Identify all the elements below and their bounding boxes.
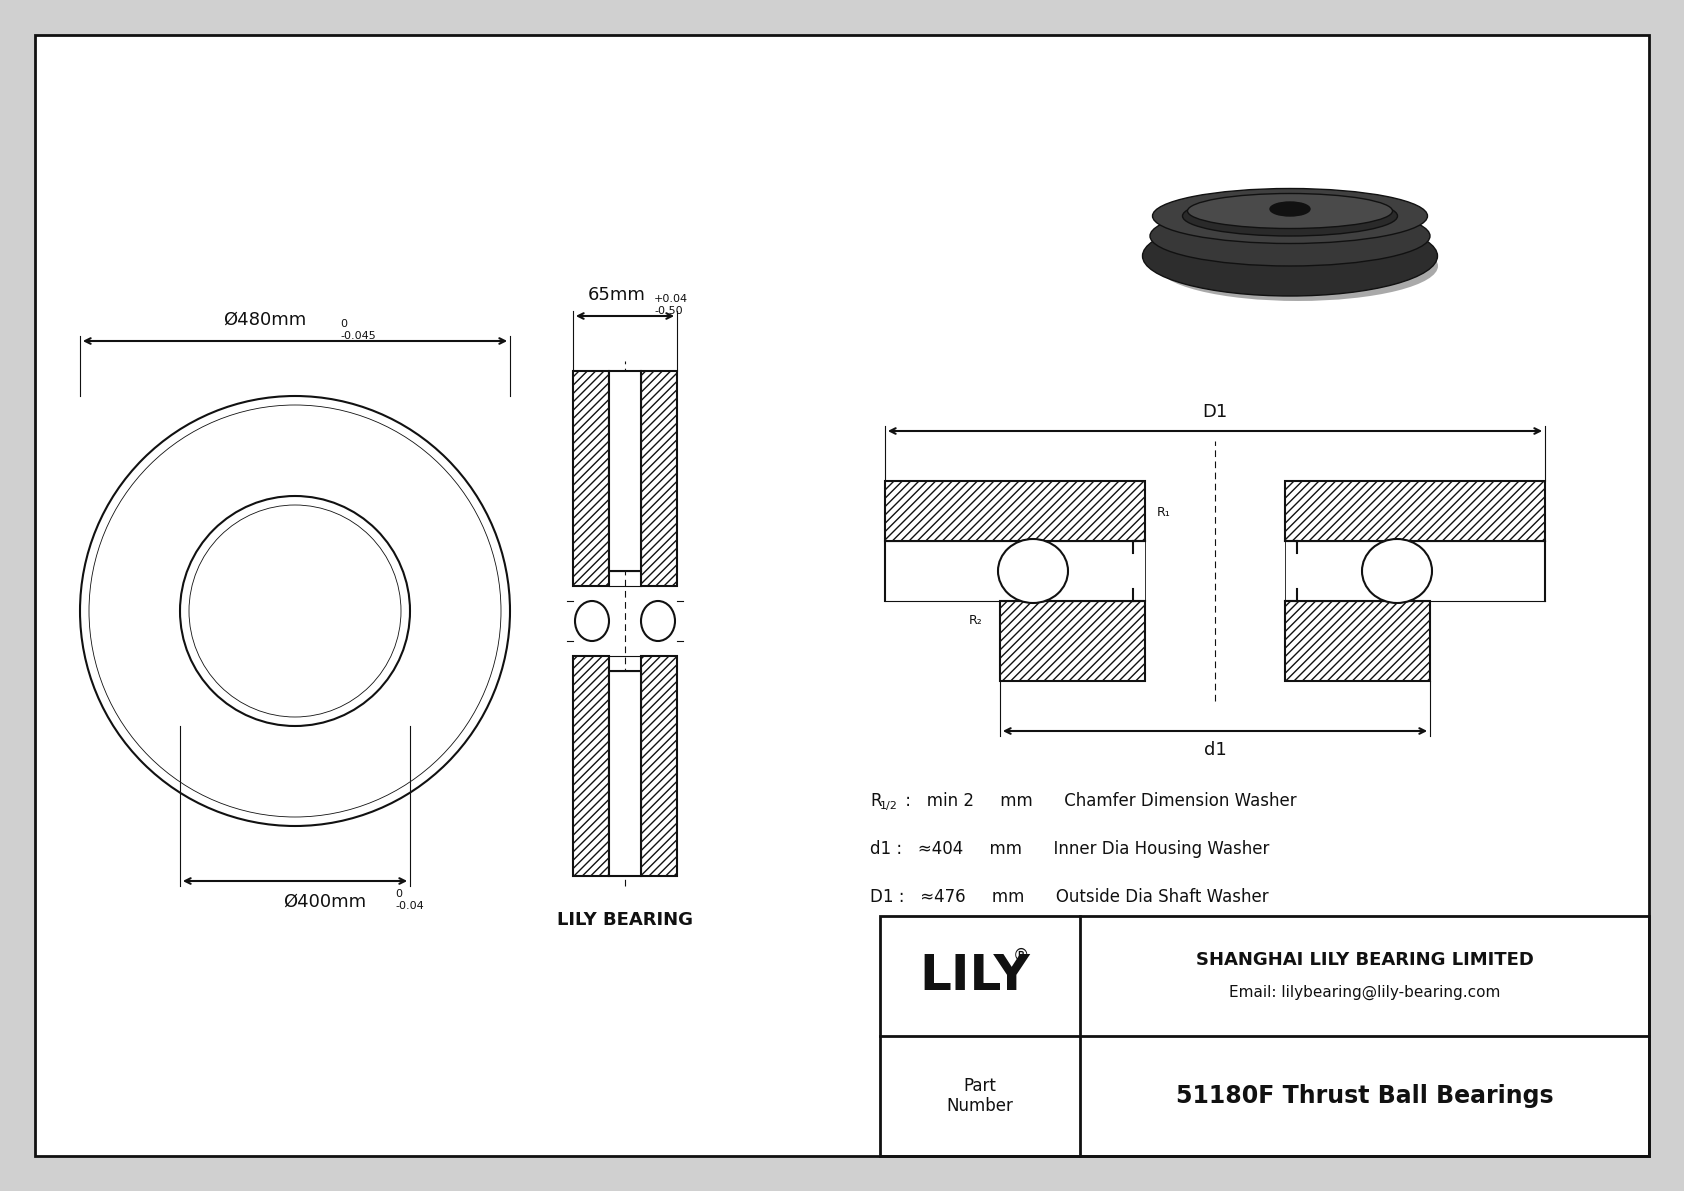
Bar bbox=[573, 372, 610, 586]
Bar bbox=[642, 372, 677, 586]
Text: Ø400mm: Ø400mm bbox=[283, 893, 367, 911]
Text: -0.50: -0.50 bbox=[653, 306, 682, 316]
Bar bbox=[886, 481, 1145, 541]
Bar bbox=[1285, 601, 1430, 681]
Bar bbox=[610, 671, 642, 877]
Text: R: R bbox=[871, 792, 882, 810]
Text: SHANGHAI LILY BEARING LIMITED: SHANGHAI LILY BEARING LIMITED bbox=[1196, 950, 1534, 969]
Text: R₂: R₂ bbox=[968, 615, 982, 628]
Text: 65mm: 65mm bbox=[588, 286, 647, 304]
Text: ®: ® bbox=[1014, 947, 1029, 965]
Text: -0.045: -0.045 bbox=[340, 331, 376, 341]
Text: d1: d1 bbox=[1204, 741, 1226, 759]
Text: 51180F Thrust Ball Bearings: 51180F Thrust Ball Bearings bbox=[1175, 1084, 1553, 1108]
Bar bbox=[1285, 481, 1544, 541]
Bar bbox=[642, 372, 677, 586]
Ellipse shape bbox=[642, 601, 675, 641]
Text: D1: D1 bbox=[1202, 403, 1228, 420]
Ellipse shape bbox=[1182, 197, 1398, 236]
Bar bbox=[1000, 601, 1145, 681]
Text: Part
Number: Part Number bbox=[946, 1077, 1014, 1116]
Text: D1 :   ≈476     mm      Outside Dia Shaft Washer: D1 : ≈476 mm Outside Dia Shaft Washer bbox=[871, 888, 1268, 906]
Text: Email: lilybearing@lily-bearing.com: Email: lilybearing@lily-bearing.com bbox=[1229, 985, 1500, 999]
Text: +0.04: +0.04 bbox=[653, 294, 689, 304]
Text: d1 :   ≈404     mm      Inner Dia Housing Washer: d1 : ≈404 mm Inner Dia Housing Washer bbox=[871, 840, 1270, 858]
Text: -0.04: -0.04 bbox=[396, 902, 424, 911]
Bar bbox=[1285, 601, 1430, 681]
Text: R₁: R₁ bbox=[1157, 506, 1170, 519]
Ellipse shape bbox=[999, 540, 1068, 603]
Bar bbox=[573, 656, 610, 877]
Bar bbox=[1000, 601, 1145, 681]
Bar bbox=[573, 372, 610, 586]
Text: 0: 0 bbox=[340, 319, 347, 329]
Ellipse shape bbox=[1142, 216, 1438, 297]
Bar bbox=[573, 656, 610, 877]
Text: LILY: LILY bbox=[919, 952, 1031, 1000]
Text: LILY BEARING: LILY BEARING bbox=[557, 911, 694, 929]
Ellipse shape bbox=[1362, 540, 1431, 603]
Text: 1/2: 1/2 bbox=[881, 802, 898, 811]
Ellipse shape bbox=[1187, 193, 1393, 229]
Bar bbox=[642, 656, 677, 877]
Ellipse shape bbox=[1152, 188, 1428, 243]
Ellipse shape bbox=[1159, 231, 1438, 301]
Bar bbox=[642, 656, 677, 877]
Ellipse shape bbox=[1270, 202, 1310, 216]
Text: 0: 0 bbox=[396, 888, 402, 899]
Ellipse shape bbox=[574, 601, 610, 641]
Ellipse shape bbox=[1150, 206, 1430, 266]
Bar bbox=[1285, 481, 1544, 541]
Bar bbox=[610, 372, 642, 570]
Bar bbox=[886, 481, 1145, 541]
Text: Ø480mm: Ø480mm bbox=[224, 311, 306, 329]
Text: :   min 2     mm      Chamfer Dimension Washer: : min 2 mm Chamfer Dimension Washer bbox=[899, 792, 1297, 810]
Bar bbox=[881, 916, 1649, 1156]
